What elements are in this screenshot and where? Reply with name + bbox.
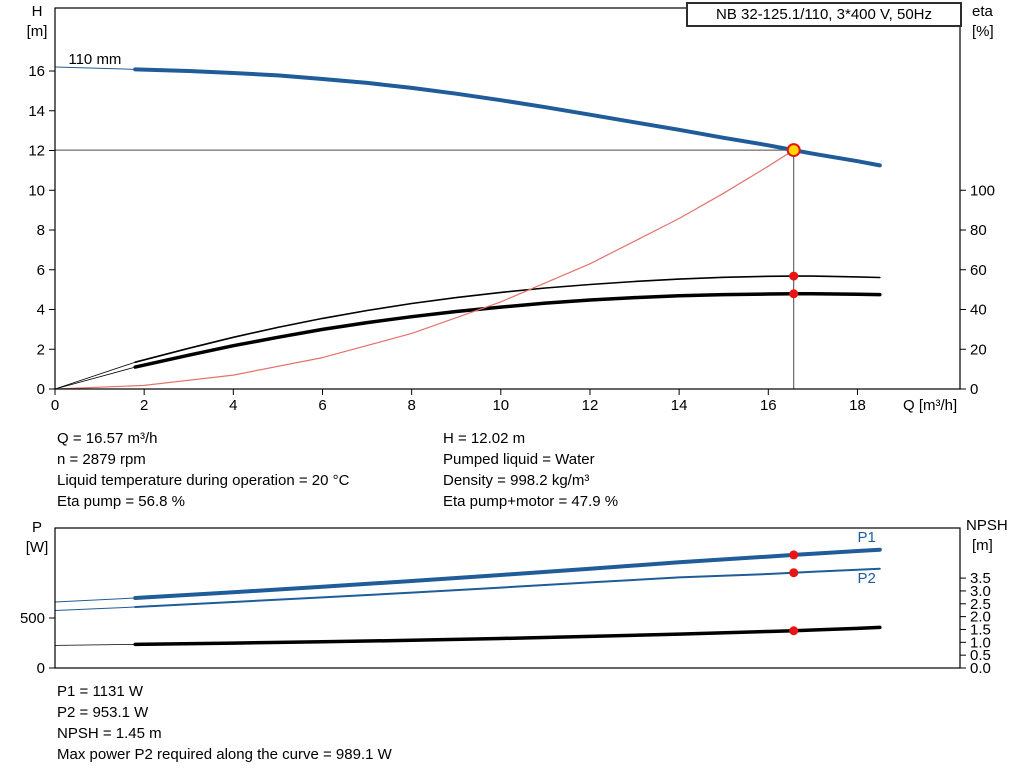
eta-axis-unit: [%] <box>972 23 994 40</box>
pump-model-titlebox: NB 32-125.1/110, 3*400 V, 50Hz <box>686 2 962 27</box>
y-right-tick-label: 80 <box>970 222 987 239</box>
duty-info-right: H = 12.02 m Pumped liquid = Water Densit… <box>443 428 618 512</box>
system-curve <box>54 149 795 390</box>
power-info-block: P1 = 1131 W P2 = 953.1 W NPSH = 1.45 m M… <box>57 681 392 765</box>
p1-point <box>789 550 799 560</box>
npsh-axis-unit: [m] <box>972 537 993 554</box>
y-left-tick-label: 2 <box>37 341 45 358</box>
x-tick-label: 2 <box>140 397 148 414</box>
info-line-speed: n = 2879 rpm <box>57 451 146 468</box>
y-right-tick-label: 0 <box>970 381 978 398</box>
duty-info-left: Q = 16.57 m³/h n = 2879 rpm Liquid tempe… <box>57 428 349 512</box>
npsh-axis-label: NPSH <box>966 517 1008 534</box>
info-line-q: Q = 16.57 m³/h <box>57 430 158 447</box>
x-tick-label: 8 <box>407 397 415 414</box>
info-line-pumped-liquid: Pumped liquid = Water <box>443 451 595 468</box>
info-line-eta-pump: Eta pump = 56.8 % <box>57 493 185 510</box>
q-axis-label: Q [m³/h] <box>903 397 958 414</box>
info-line-npsh: NPSH = 1.45 m <box>57 725 162 742</box>
p2-point <box>789 568 799 578</box>
info-line-liquid-temp: Liquid temperature during operation = 20… <box>57 472 350 489</box>
y-left-tick-label: 12 <box>28 143 45 160</box>
y-left-tick-label: 14 <box>28 103 45 120</box>
info-line-h: H = 12.02 m <box>443 430 526 447</box>
p2-label: P2 <box>857 570 875 587</box>
plot-frame <box>54 527 961 669</box>
y-left-tick-label: 6 <box>37 262 45 279</box>
info-line-max-power: Max power P2 required along the curve = … <box>57 746 392 763</box>
y-right-tick-label: 40 <box>970 302 987 319</box>
p2-curve <box>134 567 881 608</box>
y-right-tick-label: 0.5 <box>970 647 991 664</box>
y-left-tick-label: 8 <box>37 222 45 239</box>
duty-point[interactable] <box>786 143 801 158</box>
head-curve <box>133 67 882 168</box>
y-right-tick-label: 1.0 <box>970 634 991 651</box>
y-right-tick-label: 100 <box>970 182 995 199</box>
eta-axis-label: eta <box>972 3 993 20</box>
y-right-tick-label: 60 <box>970 262 987 279</box>
x-tick-label: 6 <box>318 397 326 414</box>
npsh-curve-ext <box>54 644 136 646</box>
power-npsh-chart: 0 500 0.00.51.01.52.02.53.03.5 P1 P2 <box>20 527 991 677</box>
p2-curve-ext <box>54 606 136 611</box>
h-axis-unit: [m] <box>26 23 48 40</box>
p-axis-unit: [W] <box>25 539 49 556</box>
p1-curve-ext <box>54 597 136 603</box>
eta-pump-motor-curve <box>133 292 882 369</box>
p1-label: P1 <box>857 529 875 546</box>
impeller-diameter-label: 110 mm <box>68 51 121 68</box>
y-left-tick-label: 500 <box>20 610 45 627</box>
p-axis-label: P <box>31 519 42 536</box>
qh-eta-chart: 0 2 4 6 8 10 12 14 16 18 0 2 4 6 8 10 12 14 16 0 20 40 60 80 100… <box>28 7 995 414</box>
y-left-tick-label: 0 <box>37 381 45 398</box>
npsh-curve <box>133 625 882 647</box>
info-line-p2: P2 = 953.1 W <box>57 704 149 721</box>
y-right-tick-label: 3.0 <box>970 583 991 600</box>
y-right-tick-label: 3.5 <box>970 570 991 587</box>
eta-pump-curve <box>134 275 881 363</box>
eta-pump-motor-ext <box>54 366 136 390</box>
info-line-p1: P1 = 1131 W <box>57 683 144 700</box>
x-tick-label: 0 <box>51 397 59 414</box>
eta-pump-motor-point <box>789 289 799 299</box>
x-tick-label: 14 <box>671 397 688 414</box>
head-curve-ext <box>54 66 136 70</box>
y-right-tick-label: 1.5 <box>970 621 991 638</box>
h-axis-label: H <box>31 3 43 20</box>
info-line-density: Density = 998.2 kg/m³ <box>443 472 590 489</box>
y-right-tick-label: 20 <box>970 341 987 358</box>
x-tick-label: 12 <box>582 397 599 414</box>
info-line-eta-pump-motor: Eta pump+motor = 47.9 % <box>443 493 619 510</box>
plot-frame <box>54 7 961 390</box>
x-tick-label: 16 <box>760 397 777 414</box>
x-tick-label: 18 <box>849 397 866 414</box>
y-right-tick-label: 2.5 <box>970 596 991 613</box>
y-left-tick-label: 0 <box>37 660 45 677</box>
y-left-tick-label: 4 <box>37 302 45 319</box>
x-tick-label: 4 <box>229 397 237 414</box>
p1-curve <box>133 547 882 600</box>
x-tick-label: 10 <box>492 397 509 414</box>
npsh-point <box>789 626 799 636</box>
y-left-tick-label: 10 <box>28 182 45 199</box>
eta-pump-point <box>789 271 799 281</box>
eta-pump-ext <box>54 361 136 390</box>
y-right-tick-label: 0.0 <box>970 660 991 677</box>
y-left-tick-label: 16 <box>28 63 45 80</box>
y-right-tick-label: 2.0 <box>970 609 991 626</box>
